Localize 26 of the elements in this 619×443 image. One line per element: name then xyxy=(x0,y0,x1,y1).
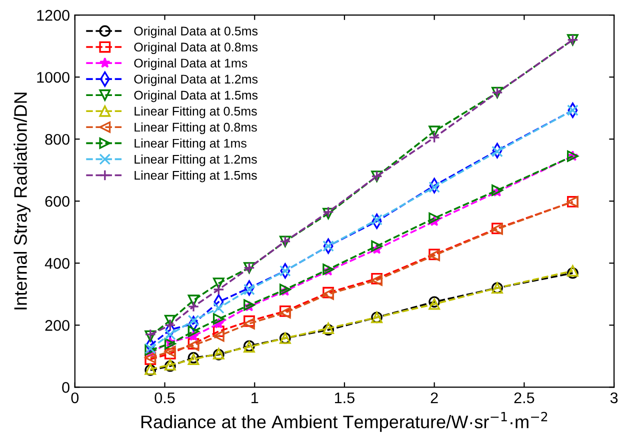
legend-label: Linear Fitting at 1ms xyxy=(134,138,246,150)
legend-label: Linear Fitting at 0.5ms xyxy=(134,106,257,118)
legend-label: Original Data at 1.5ms xyxy=(134,90,258,102)
x-tick-label: 0.5 xyxy=(154,392,175,404)
x-tick-label: 1 xyxy=(252,392,258,404)
legend-label: Original Data at 1.2ms xyxy=(134,74,258,86)
y-axis-title: Internal Stray Radiation/DN xyxy=(14,92,30,310)
y-tick-label: 0 xyxy=(62,382,70,393)
x-tick-label: 2 xyxy=(430,392,438,404)
x-tick-label: 2.5 xyxy=(514,392,534,404)
x-axis-title: Radiance at the Ambient Temperature/W·sr$^{−1}$·m$^{−2}$ xyxy=(141,412,548,432)
y-tick-label: 600 xyxy=(45,196,70,207)
x-tick-label: 0 xyxy=(71,392,79,404)
y-tick-label: 200 xyxy=(45,320,70,331)
legend-label: Original Data at 0.8ms xyxy=(134,42,258,54)
x-tick-label: 3 xyxy=(610,392,618,404)
x-tick-label: 1.5 xyxy=(335,392,354,404)
legend-label: Linear Fitting at 1.2ms xyxy=(134,154,257,166)
legend-label: Linear Fitting at 1.5ms xyxy=(134,170,257,182)
legend-label: Linear Fitting at 0.8ms xyxy=(134,122,257,134)
y-tick-label: 1200 xyxy=(37,10,70,21)
y-tick-label: 1000 xyxy=(37,72,70,83)
legend-label: Original Data at 0.5ms xyxy=(134,26,258,38)
y-tick-label: 400 xyxy=(44,258,70,269)
y-tick-label: 800 xyxy=(45,134,70,145)
legend-label: Original Data at 1ms xyxy=(134,58,248,70)
